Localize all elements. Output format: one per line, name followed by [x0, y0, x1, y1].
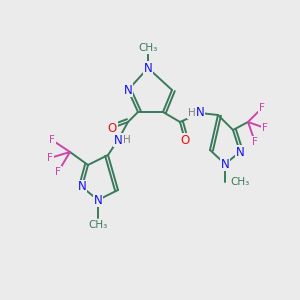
Text: N: N	[78, 181, 86, 194]
Text: H: H	[188, 108, 196, 118]
Text: H: H	[123, 135, 131, 145]
Text: O: O	[180, 134, 190, 146]
Text: N: N	[220, 158, 230, 170]
Text: F: F	[49, 135, 55, 145]
Text: F: F	[55, 167, 61, 177]
Text: CH₃: CH₃	[138, 43, 158, 53]
Text: N: N	[114, 134, 122, 146]
Text: F: F	[252, 137, 258, 147]
Text: N: N	[144, 61, 152, 74]
Text: F: F	[259, 103, 265, 113]
Text: N: N	[220, 158, 230, 170]
Text: N: N	[236, 146, 244, 158]
Text: N: N	[124, 83, 132, 97]
Text: H: H	[123, 135, 131, 145]
Text: N: N	[144, 61, 152, 74]
Text: F: F	[47, 153, 53, 163]
Text: N: N	[124, 83, 132, 97]
Text: N: N	[196, 106, 204, 119]
Text: O: O	[107, 122, 117, 134]
Text: O: O	[180, 134, 190, 146]
Text: N: N	[94, 194, 102, 206]
Text: CH₃: CH₃	[88, 220, 108, 230]
Text: N: N	[94, 194, 102, 206]
Text: N: N	[196, 106, 204, 119]
Text: F: F	[262, 123, 268, 133]
Text: N: N	[78, 181, 86, 194]
Text: N: N	[114, 134, 122, 146]
Text: O: O	[107, 122, 117, 134]
Text: CH₃: CH₃	[230, 177, 249, 187]
Text: N: N	[236, 146, 244, 158]
Text: H: H	[188, 108, 196, 118]
